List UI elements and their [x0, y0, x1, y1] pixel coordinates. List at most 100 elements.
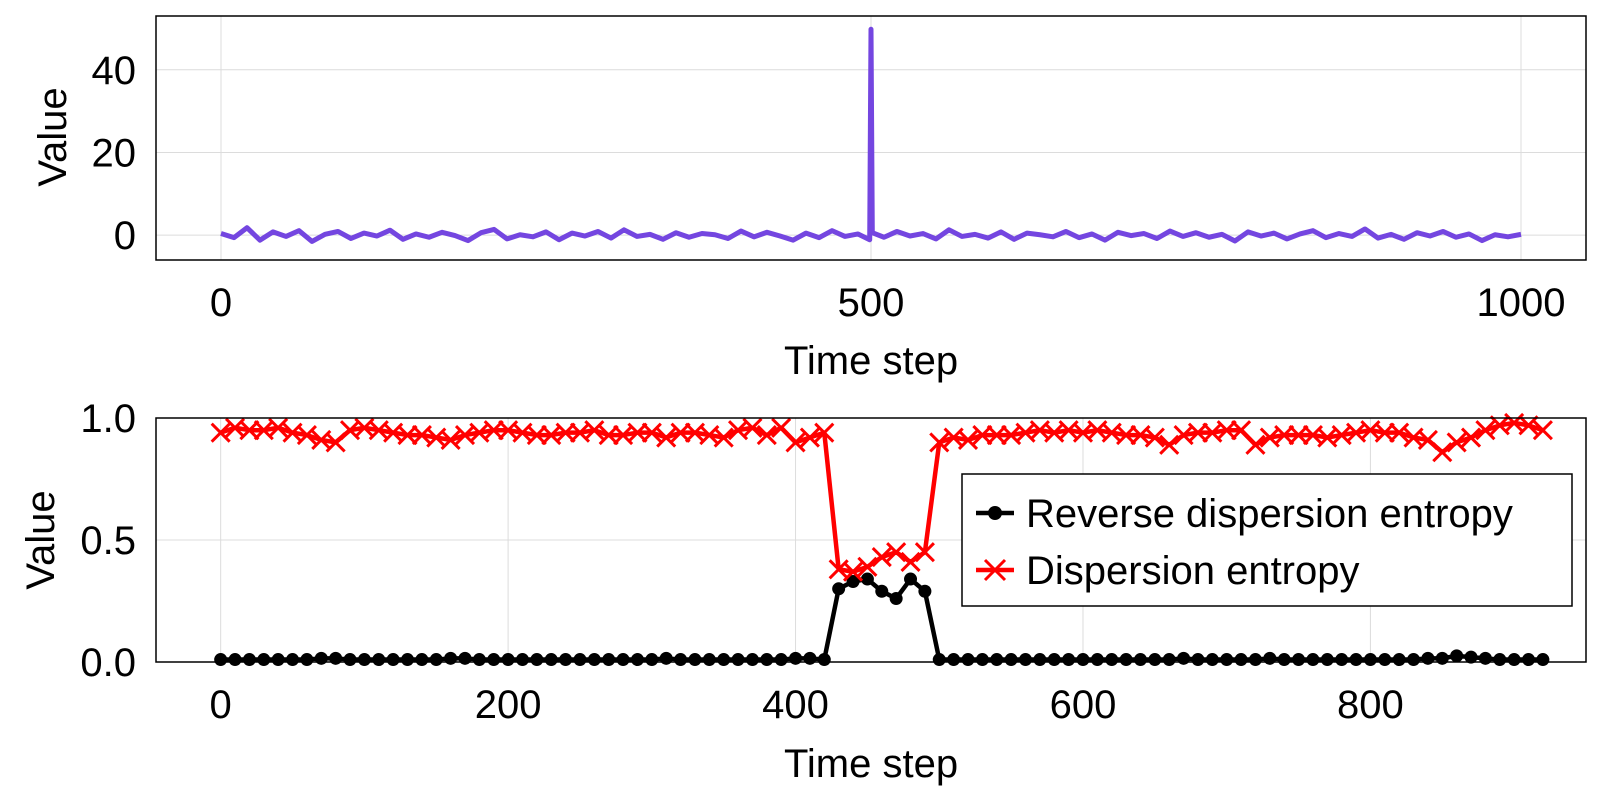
data-point — [584, 420, 605, 441]
legend-swatch-marker — [983, 558, 1007, 582]
data-point — [656, 427, 677, 448]
data-point — [630, 653, 644, 667]
data-point — [573, 653, 587, 667]
data-point — [397, 425, 418, 446]
data-point — [674, 653, 688, 667]
data-point — [842, 561, 864, 582]
data-point — [357, 653, 371, 667]
data-point — [1446, 432, 1467, 453]
data-point — [627, 422, 648, 443]
data-point — [1144, 427, 1165, 448]
data-point — [1475, 420, 1496, 441]
data-point — [670, 422, 691, 443]
data-point — [616, 653, 630, 667]
data-point — [544, 653, 558, 667]
x-tick-label: 600 — [1050, 683, 1117, 727]
data-point — [598, 425, 619, 446]
y-tick-label: 20 — [92, 131, 137, 175]
data-point — [774, 653, 788, 667]
y-tick-label: 40 — [92, 49, 137, 93]
data-point — [314, 651, 328, 665]
data-point — [645, 653, 659, 667]
data-point — [1460, 427, 1482, 448]
data-point — [990, 653, 1004, 667]
legend: Reverse dispersion entropy Dispersion en… — [961, 473, 1573, 607]
x-tick-label: 500 — [838, 281, 905, 325]
data-point — [587, 653, 601, 667]
data-point — [846, 574, 860, 588]
data-point — [559, 653, 573, 667]
data-point — [1274, 425, 1295, 446]
data-point — [1263, 651, 1277, 665]
data-point — [957, 429, 979, 451]
y-tick-label: 0.0 — [80, 641, 136, 685]
legend-box — [961, 473, 1573, 607]
data-point — [1417, 429, 1438, 451]
data-point — [1205, 653, 1219, 667]
legend-label: Reverse dispersion entropy — [1026, 492, 1513, 536]
data-point — [325, 432, 346, 453]
data-point — [242, 653, 256, 667]
data-point — [1288, 425, 1309, 446]
y-axis-label: Value — [31, 87, 75, 186]
x-axis-label: Time step — [784, 339, 958, 383]
x-tick-label: 800 — [1337, 683, 1404, 727]
data-point — [875, 584, 889, 598]
data-point — [239, 420, 260, 441]
data-point — [641, 422, 662, 443]
data-point — [1478, 651, 1492, 665]
data-point — [1536, 653, 1550, 667]
legend-entry-dispersion-entropy: Dispersion entropy — [976, 549, 1360, 593]
entropy-plot: 0 200 400 600 800 0.0 0.5 1.0 Time step Value R… — [19, 397, 1587, 786]
data-point — [745, 653, 759, 667]
data-point — [1090, 653, 1104, 667]
legend-label: Dispersion entropy — [1026, 549, 1360, 593]
data-point — [871, 547, 892, 568]
x-tick-label: 0 — [210, 281, 232, 325]
data-point — [1216, 420, 1237, 441]
axes-frame — [155, 15, 1587, 261]
data-point — [961, 653, 975, 667]
data-point — [1047, 653, 1061, 667]
data-point — [1432, 442, 1453, 463]
data-point — [702, 653, 716, 667]
data-point — [210, 422, 231, 443]
data-point — [760, 653, 774, 667]
data-point — [1421, 651, 1435, 665]
series-line-signal — [220, 26, 1522, 244]
data-point — [886, 542, 907, 563]
x-axis-label: Time step — [784, 742, 958, 786]
data-point — [717, 653, 731, 667]
data-point — [1148, 653, 1162, 667]
x-tick-label: 0 — [210, 683, 232, 727]
data-point — [742, 417, 763, 438]
data-point — [515, 653, 529, 667]
data-point — [1116, 425, 1137, 446]
axes-frame — [155, 417, 1587, 663]
data-point — [1532, 420, 1553, 441]
legend-swatch-marker — [988, 506, 1002, 520]
data-point — [329, 651, 343, 665]
data-point — [1245, 434, 1266, 455]
data-point — [1119, 653, 1133, 667]
data-point — [1018, 653, 1032, 667]
data-point — [257, 653, 271, 667]
data-point — [688, 653, 702, 667]
data-point — [1248, 653, 1262, 667]
data-point — [900, 551, 921, 573]
data-point — [860, 572, 874, 586]
data-point — [986, 425, 1007, 446]
data-point — [228, 653, 242, 667]
data-point — [1407, 653, 1421, 667]
data-point — [889, 592, 903, 606]
data-point — [530, 653, 544, 667]
y-tick-label: 0.5 — [80, 519, 136, 563]
data-point — [799, 427, 820, 448]
data-point — [271, 653, 285, 667]
data-point — [1004, 653, 1018, 667]
data-point — [1062, 653, 1076, 667]
data-point — [1187, 422, 1209, 443]
data-point — [817, 653, 831, 667]
x-tick-label: 1000 — [1477, 281, 1566, 325]
